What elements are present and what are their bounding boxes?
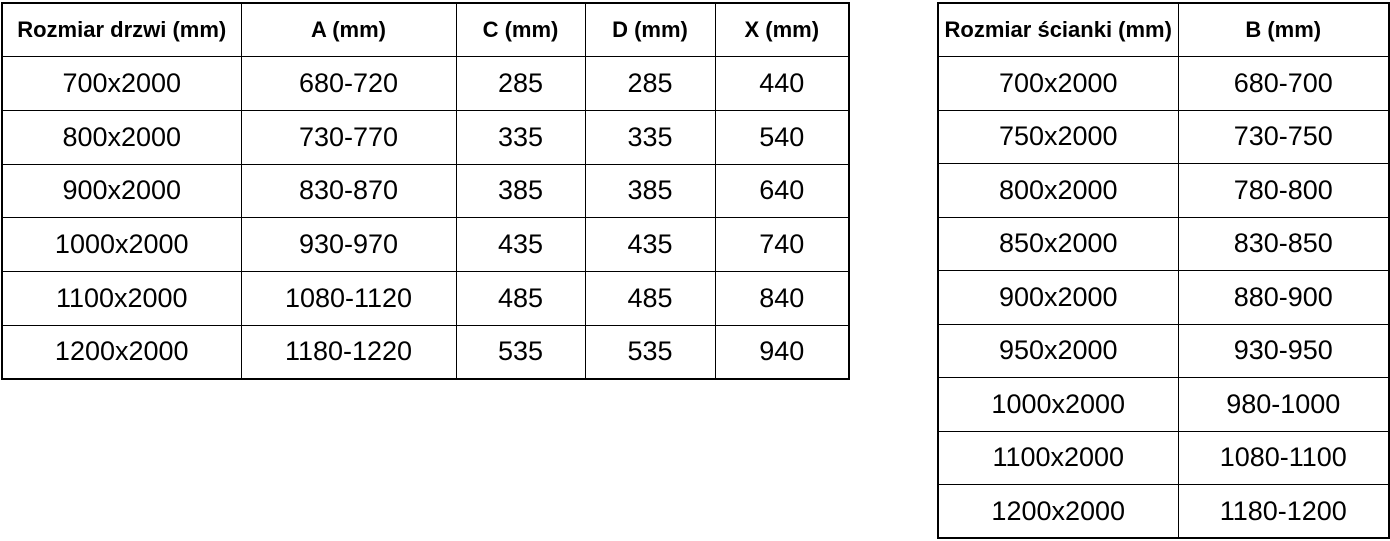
cell-c: 485 — [455, 270, 586, 326]
table-header-row: Rozmiar drzwi (mm) A (mm) C (mm) D (mm) … — [1, 2, 850, 58]
cell-c: 385 — [455, 163, 586, 219]
column-header-b-mm: B (mm) — [1177, 2, 1390, 57]
table-row: 1200x2000 1180-1220 535 535 940 — [1, 324, 850, 380]
cell-c: 285 — [455, 56, 586, 111]
cell-d: 285 — [584, 56, 716, 111]
cell-door-size: 1200x2000 — [1, 324, 242, 380]
cell-a: 680-720 — [240, 56, 457, 111]
table-row: 1100x2000 1080-1120 485 485 840 — [1, 270, 850, 326]
cell-a: 930-970 — [240, 217, 457, 272]
cell-x: 440 — [714, 56, 850, 111]
cell-a: 830-870 — [240, 163, 457, 219]
cell-b: 780-800 — [1177, 163, 1390, 218]
table-row: 700x2000 680-700 — [937, 56, 1390, 111]
table-row: 850x2000 830-850 — [937, 216, 1390, 271]
cell-c: 535 — [455, 324, 586, 380]
cell-x: 540 — [714, 109, 850, 165]
table-row: 900x2000 830-870 385 385 640 — [1, 163, 850, 219]
cell-a: 730-770 — [240, 109, 457, 165]
table-row: 900x2000 880-900 — [937, 270, 1390, 325]
cell-wall-size: 1000x2000 — [937, 377, 1179, 432]
cell-d: 535 — [584, 324, 716, 380]
door-sizes-table-header: Rozmiar drzwi (mm) A (mm) C (mm) D (mm) … — [1, 2, 850, 58]
cell-c: 435 — [455, 217, 586, 272]
cell-wall-size: 900x2000 — [937, 270, 1179, 325]
cell-d: 385 — [584, 163, 716, 219]
table-row: 950x2000 930-950 — [937, 323, 1390, 378]
cell-c: 335 — [455, 109, 586, 165]
wall-panel-sizes-table-body: 700x2000 680-700 750x2000 730-750 800x20… — [937, 56, 1390, 539]
cell-d: 485 — [584, 270, 716, 326]
cell-x: 740 — [714, 217, 850, 272]
cell-door-size: 1000x2000 — [1, 217, 242, 272]
table-row: 1000x2000 980-1000 — [937, 377, 1390, 432]
cell-x: 640 — [714, 163, 850, 219]
cell-door-size: 700x2000 — [1, 56, 242, 111]
cell-wall-size: 700x2000 — [937, 56, 1179, 111]
cell-d: 335 — [584, 109, 716, 165]
cell-b: 830-850 — [1177, 216, 1390, 271]
cell-wall-size: 850x2000 — [937, 216, 1179, 271]
wall-panel-sizes-table: Rozmiar ścianki (mm) B (mm) 700x2000 680… — [937, 2, 1390, 539]
column-header-wall-size: Rozmiar ścianki (mm) — [937, 2, 1179, 57]
wall-panel-sizes-table-header: Rozmiar ścianki (mm) B (mm) — [937, 2, 1390, 57]
table-row: 1100x2000 1080-1100 — [937, 430, 1390, 485]
table-header-row: Rozmiar ścianki (mm) B (mm) — [937, 2, 1390, 57]
cell-a: 1180-1220 — [240, 324, 457, 380]
cell-wall-size: 800x2000 — [937, 163, 1179, 218]
cell-b: 1180-1200 — [1177, 484, 1390, 539]
cell-b: 1080-1100 — [1177, 430, 1390, 485]
cell-wall-size: 750x2000 — [937, 109, 1179, 164]
cell-wall-size: 950x2000 — [937, 323, 1179, 378]
cell-d: 435 — [584, 217, 716, 272]
door-sizes-table: Rozmiar drzwi (mm) A (mm) C (mm) D (mm) … — [1, 2, 850, 380]
table-row: 1200x2000 1180-1200 — [937, 484, 1390, 539]
cell-door-size: 800x2000 — [1, 109, 242, 165]
table-row: 750x2000 730-750 — [937, 109, 1390, 164]
table-row: 800x2000 730-770 335 335 540 — [1, 109, 850, 165]
column-header-c-mm: C (mm) — [455, 2, 586, 58]
table-row: 700x2000 680-720 285 285 440 — [1, 56, 850, 111]
cell-x: 840 — [714, 270, 850, 326]
column-header-a-mm: A (mm) — [240, 2, 457, 58]
cell-wall-size: 1200x2000 — [937, 484, 1179, 539]
table-row: 1000x2000 930-970 435 435 740 — [1, 217, 850, 272]
cell-b: 680-700 — [1177, 56, 1390, 111]
cell-door-size: 900x2000 — [1, 163, 242, 219]
cell-b: 980-1000 — [1177, 377, 1390, 432]
cell-door-size: 1100x2000 — [1, 270, 242, 326]
column-header-d-mm: D (mm) — [584, 2, 716, 58]
cell-b: 730-750 — [1177, 109, 1390, 164]
column-header-door-size: Rozmiar drzwi (mm) — [1, 2, 242, 58]
door-sizes-table-body: 700x2000 680-720 285 285 440 800x2000 73… — [1, 56, 850, 380]
cell-wall-size: 1100x2000 — [937, 430, 1179, 485]
cell-a: 1080-1120 — [240, 270, 457, 326]
table-row: 800x2000 780-800 — [937, 163, 1390, 218]
cell-b: 930-950 — [1177, 323, 1390, 378]
cell-x: 940 — [714, 324, 850, 380]
cell-b: 880-900 — [1177, 270, 1390, 325]
column-header-x-mm: X (mm) — [714, 2, 850, 58]
